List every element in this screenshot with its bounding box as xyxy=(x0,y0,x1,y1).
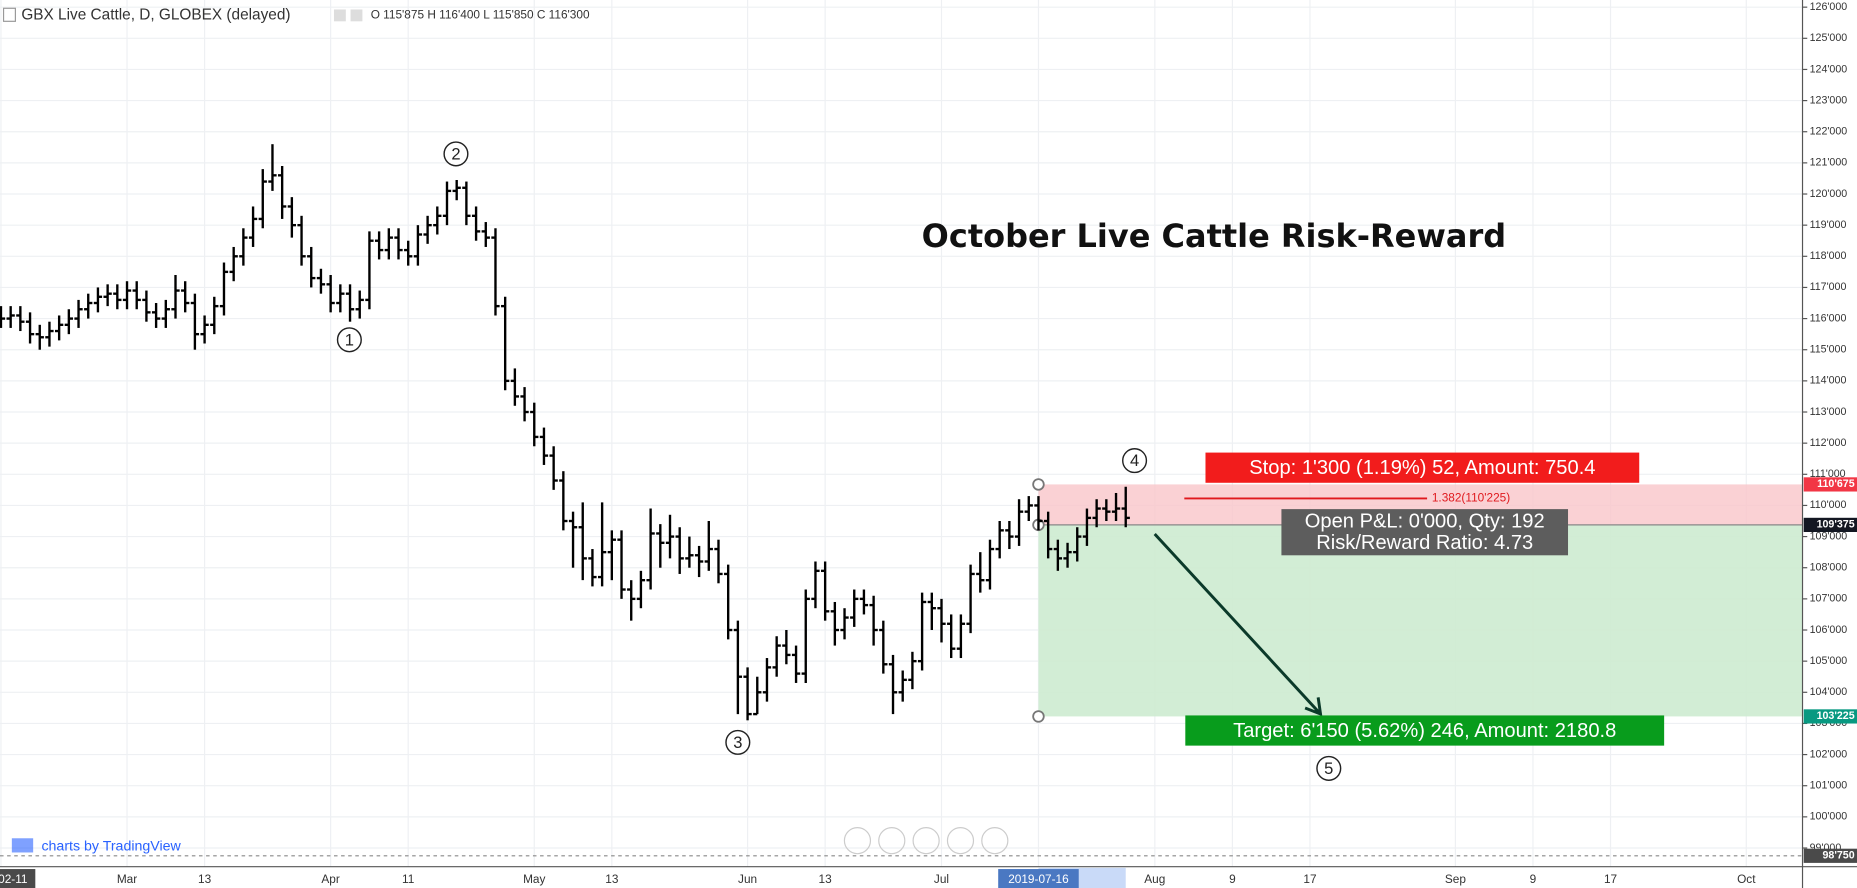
target-label-box xyxy=(1185,715,1665,746)
pnl-label: Open P&L: 0'000, Qty: 192 xyxy=(1305,510,1545,532)
wave-label: 2 xyxy=(451,144,460,163)
x-tick-label: Apr xyxy=(321,872,339,886)
fib-label: 1.382(110'225) xyxy=(1432,491,1510,505)
y-tick-label: 111'000 xyxy=(1810,468,1846,480)
x-tick-label: 2019-07-16 xyxy=(1008,872,1069,886)
y-tick-label: 114'000 xyxy=(1810,375,1847,387)
x-tick-label: May xyxy=(523,872,545,886)
pnl-box xyxy=(1281,509,1569,556)
price-label-box xyxy=(1803,517,1857,533)
wave-circle xyxy=(1122,448,1148,474)
x-axis-bg xyxy=(0,866,1857,888)
y-tick-label: 117'000 xyxy=(1810,281,1847,293)
x-tick-label: 13 xyxy=(198,872,212,886)
y-tick-label: 101'000 xyxy=(1810,780,1848,792)
y-tick-label: 113'000 xyxy=(1810,406,1847,418)
y-tick-label: 118'000 xyxy=(1810,250,1847,262)
x-tick-label: Sep xyxy=(1445,872,1466,886)
position-zone: 1.382(110'225) xyxy=(1032,478,1803,723)
overlay: GBX Live Cattle, D, GLOBEX (delayed) O 1… xyxy=(2,6,1665,855)
y-tick-label: 126'000 xyxy=(1810,1,1848,13)
x-tick-label: 02-11 xyxy=(0,872,28,886)
wave-circle xyxy=(1316,755,1342,781)
x-tick-label: Mar xyxy=(117,872,137,886)
logo xyxy=(11,838,34,853)
y-tick-label: 115'000 xyxy=(1810,344,1847,356)
target-label: Target: 6'150 (5.62%) 246, Amount: 2180.… xyxy=(1233,720,1616,742)
price-label: 110'675 xyxy=(1817,478,1855,490)
wave-circle xyxy=(443,141,469,167)
y-tick-label: 104'000 xyxy=(1810,686,1848,698)
x-tick-label: Oct xyxy=(1737,872,1756,886)
y-tick-label: 107'000 xyxy=(1810,593,1848,605)
icon[interactable] xyxy=(333,9,346,22)
target-zone xyxy=(1038,524,1803,717)
button[interactable] xyxy=(843,827,872,855)
price-label: 103'225 xyxy=(1817,710,1855,722)
wave-label: 4 xyxy=(1130,451,1139,470)
x-tick-highlight xyxy=(998,869,1079,888)
y-tick-label: 102'000 xyxy=(1810,748,1848,760)
y-tick-label: 120'000 xyxy=(1810,188,1848,200)
y-tick-label: 122'000 xyxy=(1810,126,1848,138)
y-axis-bg xyxy=(1802,0,1857,888)
button[interactable] xyxy=(878,827,906,855)
y-tick-label: 116'000 xyxy=(1810,312,1847,324)
arrow xyxy=(1153,532,1323,717)
y-tick-label: 121'000 xyxy=(1810,157,1848,169)
bars xyxy=(0,144,1130,721)
y-tick-label: 125'000 xyxy=(1810,32,1848,44)
y-tick-label: 99'000 xyxy=(1810,842,1842,854)
y-tick-label: 108'000 xyxy=(1810,562,1848,574)
nav-buttons xyxy=(843,827,1009,855)
x-tick-label: Jun xyxy=(738,872,757,886)
x-tick-label: 13 xyxy=(605,872,619,886)
y-tick-label: 106'000 xyxy=(1810,624,1848,636)
x-tick-label: 9 xyxy=(1530,872,1537,886)
price-label-box xyxy=(1803,477,1857,492)
x-tick-label: 9 xyxy=(1229,872,1236,886)
handle xyxy=(1032,478,1045,491)
ratio-label: Risk/Reward Ratio: 4.73 xyxy=(1316,532,1533,554)
y-tick-label: 110'000 xyxy=(1810,499,1847,511)
x-tick-label: 11 xyxy=(402,872,414,886)
x-tick-label: 17 xyxy=(1303,872,1316,886)
price-label-box xyxy=(1803,709,1857,724)
y-tick-label: 109'000 xyxy=(1810,530,1848,542)
wave-label: 3 xyxy=(733,733,742,752)
button[interactable] xyxy=(981,827,1009,855)
stop-label: Stop: 1'300 (1.19%) 52, Amount: 750.4 xyxy=(1249,457,1595,479)
icon[interactable] xyxy=(350,9,363,22)
x-tick-highlight xyxy=(0,869,36,888)
chart-title: October Live Cattle Risk-Reward xyxy=(922,217,1506,255)
price-label: 98'750 xyxy=(1823,850,1855,862)
watermark[interactable]: charts by TradingView xyxy=(41,838,181,854)
collapse-icon[interactable] xyxy=(2,7,16,22)
x-tick-label: 13 xyxy=(819,872,833,886)
button[interactable] xyxy=(946,827,975,855)
stop-label-box xyxy=(1205,452,1640,483)
price-label: 109'375 xyxy=(1817,519,1855,531)
wave-label: 5 xyxy=(1324,759,1333,778)
button[interactable] xyxy=(912,827,940,855)
x-tick-label: Aug xyxy=(1144,872,1165,886)
handle xyxy=(1032,710,1045,723)
y-tick-label: 123'000 xyxy=(1810,94,1848,106)
x-tick-label: 17 xyxy=(1604,872,1617,886)
y-tick-label: 105'000 xyxy=(1810,655,1848,667)
price-label-box xyxy=(1803,848,1857,863)
symbol-header: GBX Live Cattle, D, GLOBEX (delayed) xyxy=(21,6,290,23)
wave-label: 1 xyxy=(345,330,354,349)
ohlc-legend: O 115'875 H 116'400 L 115'850 C 116'300 xyxy=(371,8,590,22)
y-tick-label: 124'000 xyxy=(1810,63,1848,75)
y-tick-label: 112'000 xyxy=(1810,437,1847,449)
wave-circle xyxy=(336,327,362,353)
wave-circle xyxy=(725,729,751,755)
y-tick-label: 119'000 xyxy=(1810,219,1847,231)
y-tick-label: 100'000 xyxy=(1810,811,1848,823)
x-tick-label: Jul xyxy=(934,872,949,886)
